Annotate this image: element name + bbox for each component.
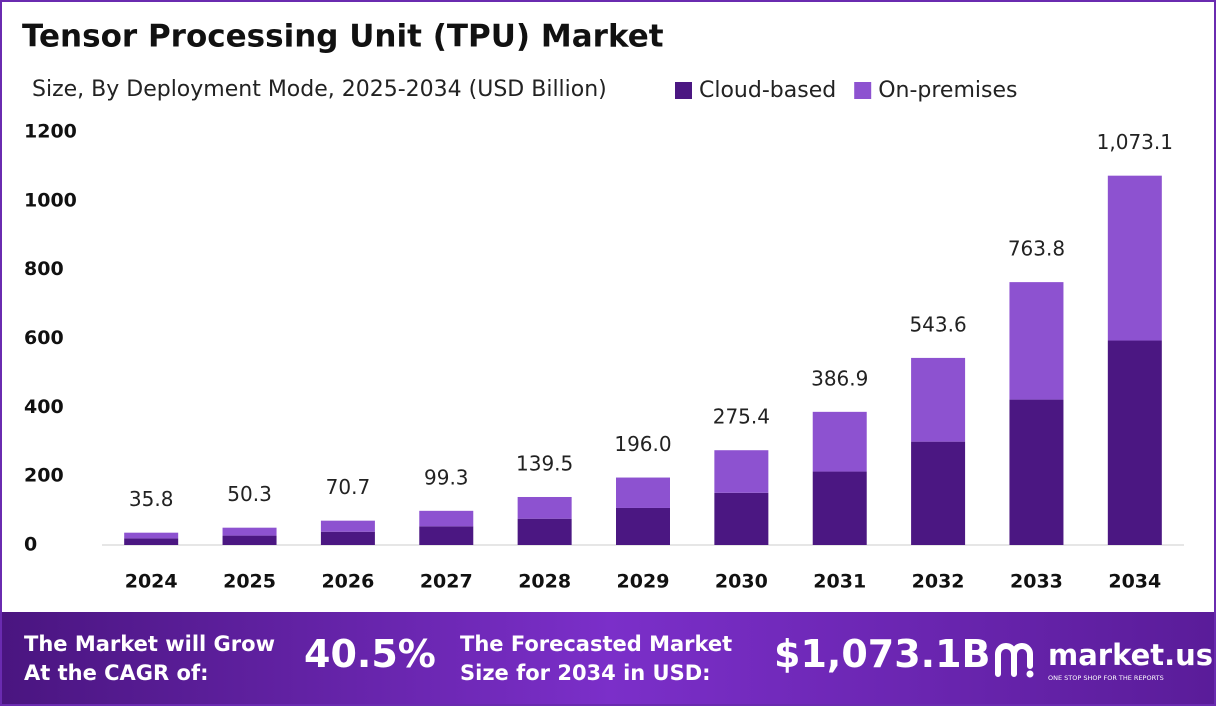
y-tick-label: 0 xyxy=(24,534,37,556)
x-tick-label: 2026 xyxy=(321,571,374,593)
chart-title: Tensor Processing Unit (TPU) Market xyxy=(22,19,664,55)
bar-segment xyxy=(124,538,179,545)
x-tick-label: 2034 xyxy=(1108,571,1161,593)
bar-segment xyxy=(812,471,867,545)
total-label: 543.6 xyxy=(909,312,966,336)
bar-segment xyxy=(124,532,179,539)
bar-segment xyxy=(616,507,670,545)
total-label: 50.3 xyxy=(227,482,272,506)
y-tick-label: 400 xyxy=(24,396,64,418)
total-label: 196.0 xyxy=(614,432,671,456)
x-tick-label: 2028 xyxy=(518,571,571,593)
x-tick-label: 2027 xyxy=(420,571,473,593)
bar-segment xyxy=(419,526,474,545)
bar-segment xyxy=(812,411,867,472)
bar-segment xyxy=(1009,282,1064,400)
y-tick-label: 800 xyxy=(24,258,64,280)
bar-segment xyxy=(1009,399,1064,545)
legend-swatch xyxy=(854,82,872,99)
footer: The Market will Grow At the CAGR of: 40.… xyxy=(2,612,1214,704)
bar-segment xyxy=(714,492,769,545)
bar-segment xyxy=(222,535,277,545)
tagline: ONE STOP SHOP FOR THE REPORTS xyxy=(1048,674,1164,682)
y-tick-label: 200 xyxy=(24,465,64,487)
forecast-text-2: Size for 2034 in USD: xyxy=(460,661,711,685)
cagr-value: 40.5% xyxy=(304,632,436,676)
x-tick-label: 2029 xyxy=(617,571,670,593)
brand: market.us xyxy=(1048,638,1214,672)
bar-segment xyxy=(911,441,966,545)
legend-label: Cloud-based xyxy=(699,78,836,103)
y-tick-label: 1000 xyxy=(24,189,77,211)
total-label: 763.8 xyxy=(1008,237,1065,261)
bar-segment xyxy=(320,520,375,532)
bar-segment xyxy=(320,531,375,545)
bar-segment xyxy=(911,357,966,442)
forecast-value: $1,073.1B xyxy=(774,632,991,676)
x-tick-label: 2033 xyxy=(1010,571,1063,593)
bar-segment xyxy=(517,496,572,519)
total-label: 139.5 xyxy=(516,451,573,475)
x-tick-label: 2030 xyxy=(715,571,768,593)
x-tick-label: 2032 xyxy=(912,571,965,593)
legend-label: On-premises xyxy=(878,78,1017,103)
legend-swatch xyxy=(675,82,692,99)
bar-segment xyxy=(517,518,572,545)
y-tick-label: 1200 xyxy=(24,121,77,143)
total-label: 70.7 xyxy=(326,475,371,499)
total-label: 1,073.1 xyxy=(1097,130,1173,154)
bar-segment xyxy=(714,450,769,493)
total-label: 386.9 xyxy=(811,366,868,390)
total-label: 35.8 xyxy=(129,487,174,511)
logo-icon xyxy=(995,643,1034,678)
x-tick-label: 2031 xyxy=(813,571,866,593)
bar-segment xyxy=(419,510,474,527)
cagr-text-2: At the CAGR of: xyxy=(24,661,209,685)
forecast-text-1: The Forecasted Market xyxy=(460,632,733,656)
total-label: 99.3 xyxy=(424,465,469,489)
y-tick-label: 600 xyxy=(24,327,64,349)
chart-subtitle: Size, By Deployment Mode, 2025-2034 (USD… xyxy=(32,77,607,102)
bar-segment xyxy=(616,477,670,508)
bar-segment xyxy=(1107,340,1162,545)
total-label: 275.4 xyxy=(713,405,770,429)
bar-segment xyxy=(1107,175,1162,341)
cagr-text-1: The Market will Grow xyxy=(24,632,275,656)
bar-segment xyxy=(222,527,277,536)
chart: Tensor Processing Unit (TPU) Market Size… xyxy=(22,19,1184,593)
x-tick-label: 2024 xyxy=(125,571,178,593)
x-tick-label: 2025 xyxy=(223,571,276,593)
